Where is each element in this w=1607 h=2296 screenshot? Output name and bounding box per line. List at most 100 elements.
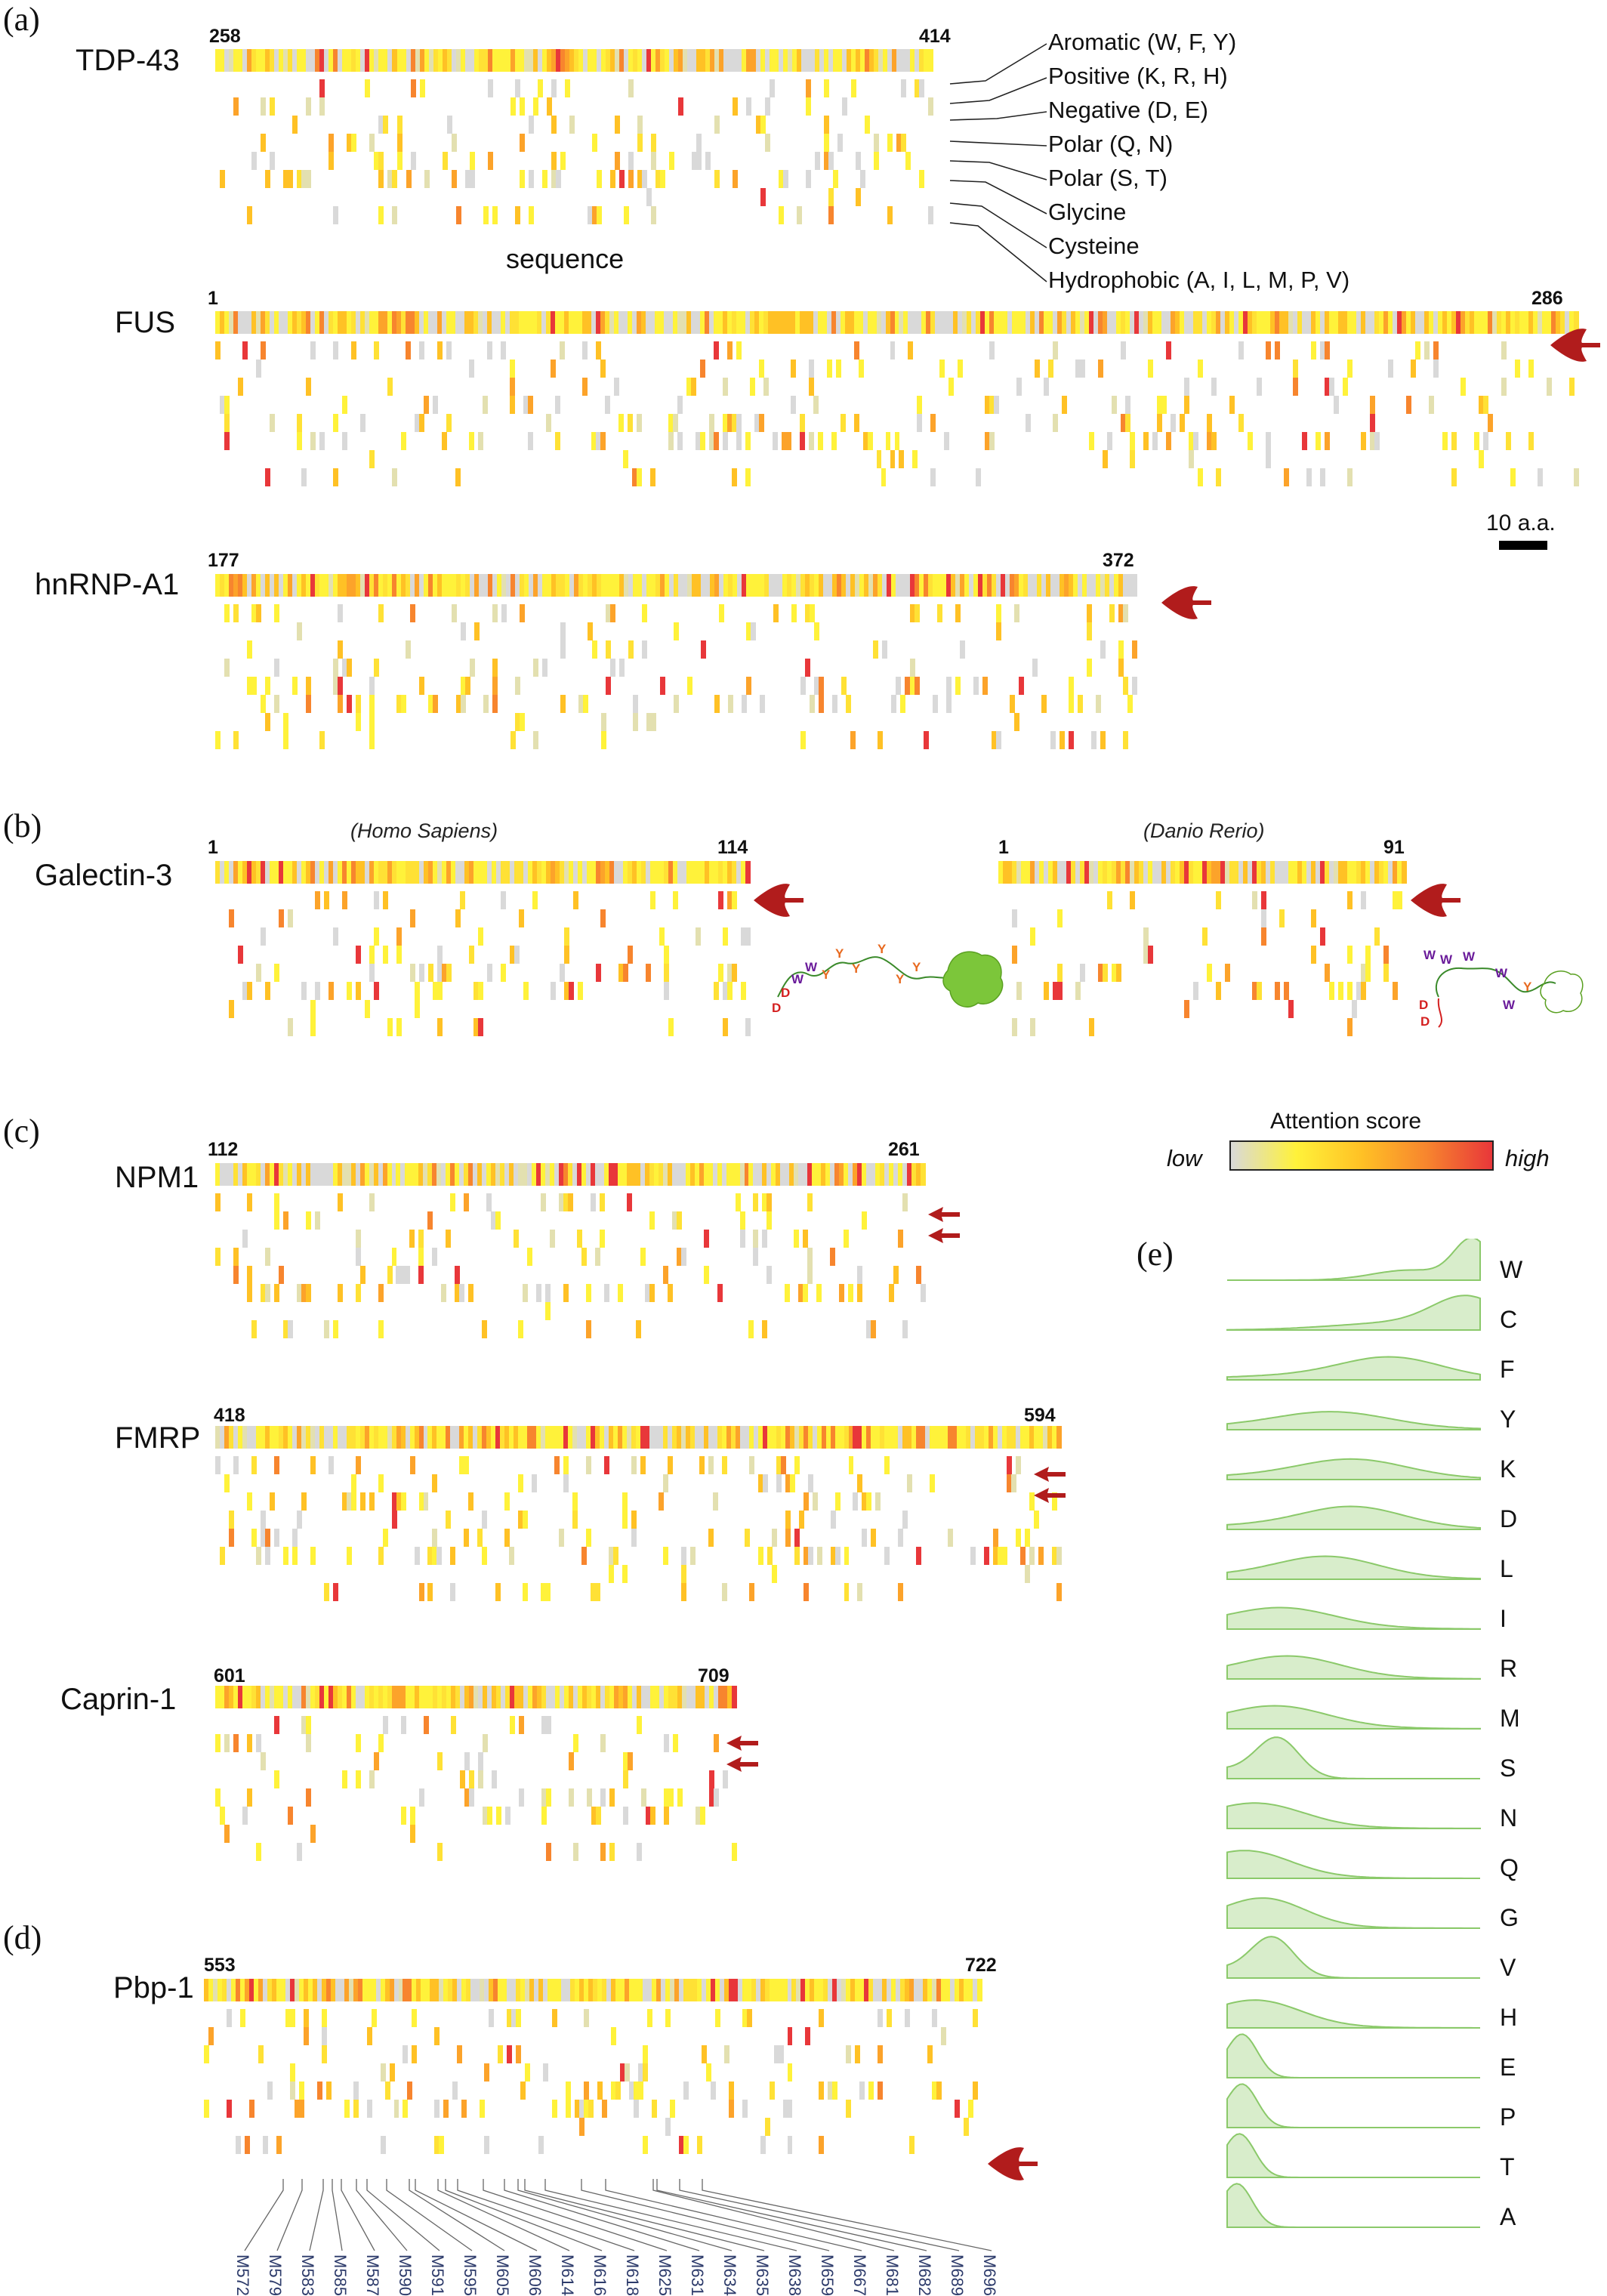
sequence-cell <box>314 311 320 334</box>
sequence-cell <box>714 1979 720 2001</box>
category-cell <box>1100 640 1106 659</box>
sequence-cell <box>460 574 466 597</box>
sequence-cell <box>469 861 474 884</box>
category-cell <box>459 1456 465 1474</box>
sequence-cell <box>614 574 620 597</box>
category-cell <box>1451 468 1457 486</box>
sequence-cell <box>1565 311 1570 334</box>
sequence-cell <box>537 861 542 884</box>
sequence-cell <box>233 1686 239 1708</box>
sequence-cell <box>909 49 915 72</box>
sequence-cell <box>451 574 457 597</box>
gal-d-start: 1 <box>998 837 1009 858</box>
sequence-cell <box>446 1163 451 1186</box>
category-cell <box>518 1474 524 1492</box>
residue-label-F: F <box>1500 1356 1515 1383</box>
category-cell <box>798 1284 804 1302</box>
category-cell <box>705 2063 711 2082</box>
category-glycine: Glycine <box>1048 199 1127 225</box>
sequence-cell <box>959 574 965 597</box>
sequence-cell <box>1045 574 1051 597</box>
sequence-cell <box>921 1163 926 1186</box>
sequence-cell <box>782 49 788 72</box>
sequence-cell <box>242 861 248 884</box>
sequence-cell <box>1143 311 1149 334</box>
sequence-cell <box>1143 861 1149 884</box>
sequence-cell <box>310 1426 316 1449</box>
sequence-cell <box>233 49 239 72</box>
category-cell <box>586 1456 592 1474</box>
category-cell <box>482 1547 488 1565</box>
category-cell <box>708 414 714 432</box>
category-cell <box>321 2009 327 2027</box>
category-cell <box>1130 891 1135 909</box>
sequence-cell <box>769 574 774 597</box>
sequence-cell <box>1225 311 1230 334</box>
sequence-cell <box>393 1979 399 2001</box>
category-cell <box>709 1788 714 1807</box>
sequence-cell <box>415 861 420 884</box>
category-cell <box>1225 964 1230 982</box>
mutation-leader-line <box>356 2179 408 2251</box>
category-cell <box>1030 1018 1035 1036</box>
sequence-cell <box>355 311 361 334</box>
sequence-cell <box>993 1426 998 1449</box>
sequence-cell <box>532 1426 537 1449</box>
sequence-cell <box>323 1163 329 1186</box>
sequence-cell <box>242 311 248 334</box>
sequence-cell <box>504 1163 510 1186</box>
category-cell <box>1193 982 1198 1000</box>
mutation-leader-line <box>332 2179 343 2251</box>
sequence-cell <box>714 861 719 884</box>
scale-bar <box>1499 541 1547 550</box>
category-cell <box>714 116 720 134</box>
sequence-cell <box>265 574 270 597</box>
sequence-cell <box>433 861 438 884</box>
category-cell <box>323 1583 329 1601</box>
sequence-cell <box>728 1979 734 2001</box>
category-cell <box>473 622 480 640</box>
sequence-cell <box>442 49 448 72</box>
sequence-cell <box>469 1686 474 1708</box>
category-cell <box>914 79 920 97</box>
sequence-cell <box>583 49 588 72</box>
category-cell <box>319 731 325 749</box>
density-L <box>1226 1555 1481 1580</box>
category-cell <box>1343 378 1349 396</box>
mutation-leader-line <box>366 2179 440 2251</box>
sequence-cell <box>570 1979 575 2001</box>
sequence-cell <box>848 1426 854 1449</box>
category-cell <box>251 1456 257 1474</box>
sequence-cell <box>771 1426 777 1449</box>
category-cell <box>273 1193 279 1211</box>
sequence-cell <box>360 574 366 597</box>
sequence-cell <box>373 1163 379 1186</box>
sequence-cell <box>378 861 384 884</box>
sequence-cell <box>387 861 393 884</box>
sequence-cell <box>726 1163 732 1186</box>
category-cell <box>208 2027 214 2045</box>
category-cell <box>1068 695 1074 713</box>
sequence-cell <box>310 1686 316 1708</box>
category-cell <box>878 731 884 749</box>
category-cell <box>873 640 879 659</box>
sequence-cell <box>347 1686 352 1708</box>
category-cell <box>315 982 320 1000</box>
sequence-cell <box>378 574 384 597</box>
sequence-cell <box>415 574 421 597</box>
sequence-cell <box>261 49 266 72</box>
category-cell <box>579 2100 585 2118</box>
fus-end: 286 <box>1531 288 1563 309</box>
panel-e-label: (e) <box>1137 1236 1174 1273</box>
sequence-cell <box>418 1426 424 1449</box>
pbp1-category-row <box>204 2045 982 2063</box>
category-cell <box>338 640 344 659</box>
sequence-cell <box>419 861 424 884</box>
sequence-cell <box>1193 311 1198 334</box>
sequence-cell <box>519 49 525 72</box>
sequence-cell <box>1397 861 1402 884</box>
category-cell <box>873 134 879 152</box>
category-cell <box>677 1788 683 1807</box>
sequence-cell <box>646 861 651 884</box>
sequence-cell <box>816 1163 822 1186</box>
